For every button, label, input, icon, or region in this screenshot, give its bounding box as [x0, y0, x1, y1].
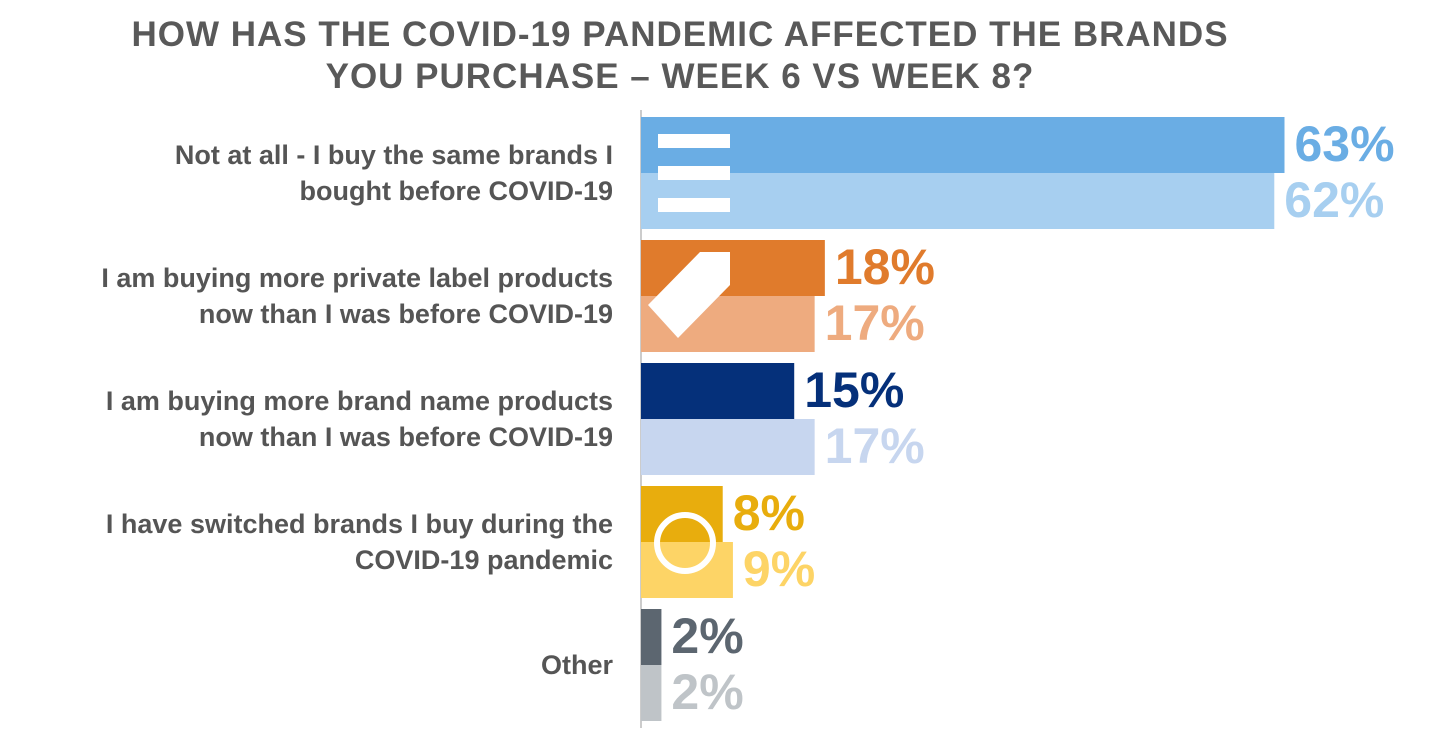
bar	[641, 665, 662, 721]
category-label: I have switched brands I buy during the …	[105, 509, 613, 575]
icons	[648, 134, 730, 574]
icon	[648, 252, 730, 338]
category-label: Other	[540, 650, 613, 680]
value-label: 17%	[825, 418, 925, 474]
icon	[658, 166, 730, 180]
icon	[654, 512, 716, 574]
bar	[641, 419, 815, 475]
value-label: 9%	[743, 541, 815, 597]
value-label: 62%	[1284, 172, 1384, 228]
bar	[641, 609, 662, 665]
category-label: Not at all - I buy the same brands I bou…	[174, 140, 613, 206]
category-label: I am buying more private label products …	[101, 263, 613, 329]
category-label: I am buying more brand name products now…	[105, 386, 613, 452]
bars: 63%18%15%8%2%62%17%17%9%2%	[641, 116, 1395, 721]
value-label: 18%	[835, 239, 935, 295]
chart-title: HOW HAS THE COVID-19 PANDEMIC AFFECTED T…	[131, 15, 1229, 96]
value-label: 2%	[671, 608, 743, 664]
value-label: 8%	[733, 485, 805, 541]
bar	[641, 173, 1275, 229]
icon	[658, 198, 730, 212]
value-label: 63%	[1295, 116, 1395, 172]
bar	[641, 117, 1285, 173]
value-label: 15%	[804, 362, 904, 418]
value-label: 2%	[671, 664, 743, 720]
bar	[641, 363, 795, 419]
icon	[658, 134, 730, 148]
value-label: 17%	[825, 295, 925, 351]
